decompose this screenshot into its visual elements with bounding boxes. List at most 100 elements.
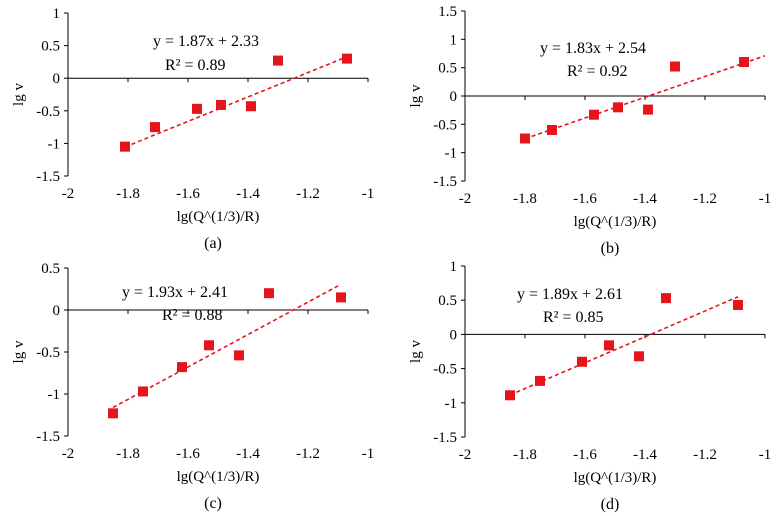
y-tick-label: -1.5 (36, 429, 60, 445)
data-point (138, 386, 148, 397)
y-tick-label: 0 (53, 71, 61, 87)
x-tick-label: -1.6 (573, 191, 597, 207)
panel-label-d: (d) (601, 496, 620, 513)
x-axis-label-d: lg(Q^(1/3)/R) (574, 470, 657, 486)
y-tick-label: -1.5 (433, 430, 457, 446)
data-point (604, 340, 614, 351)
y-tick-label: -0.5 (433, 117, 457, 133)
data-point (643, 104, 653, 115)
panel-c: -1.5 -1 -0.5 0 0.5 -2 -1.8 -1.6 -1.4 -1.2 -1 y = 1… (11, 261, 374, 512)
x-tick-label: -2 (62, 446, 75, 462)
x-tick-label: -1.2 (296, 446, 320, 462)
y-tick-label: 0 (450, 327, 458, 343)
y-tick-label: 0 (450, 89, 458, 105)
trendline-d (509, 296, 739, 396)
y-tick-label: -1 (48, 387, 61, 403)
data-point (342, 53, 352, 64)
x-tick-label: -1.8 (513, 191, 537, 207)
trendline-a (124, 56, 348, 148)
y-tick-label: 0.5 (438, 61, 457, 77)
x-tick-label: -2 (62, 186, 75, 202)
r-squared-b: R² = 0.92 (567, 63, 628, 80)
data-point (108, 408, 118, 419)
y-tick-label: 0.5 (438, 293, 457, 309)
x-tick-label: -1.2 (296, 186, 320, 202)
y-axis-label-a: lg v (11, 83, 27, 106)
x-axis-label-c: lg(Q^(1/3)/R) (177, 469, 260, 485)
x-tick-label: -1.2 (693, 447, 717, 463)
x-tick-label: -1.6 (176, 186, 200, 202)
x-tick-label: -1.6 (573, 447, 597, 463)
y-tick-label: -0.5 (433, 362, 457, 378)
x-axis-label-a: lg(Q^(1/3)/R) (177, 209, 260, 225)
data-point (535, 375, 545, 386)
panel-label-c: (c) (204, 495, 222, 512)
x-tick-label: -2 (459, 447, 472, 463)
y-tick-label: -0.5 (36, 345, 60, 361)
x-tick-label: -2 (459, 191, 472, 207)
y-axis-label-d: lg v (408, 340, 424, 363)
panel-a: -1.5 -1 -0.5 0 0.5 1 -2 -1.8 -1.6 -1.4 -1.2 -1 y = … (11, 6, 374, 252)
y-tick-label: 1 (53, 6, 61, 22)
x-axis-label-b: lg(Q^(1/3)/R) (574, 214, 657, 230)
data-point (273, 55, 283, 66)
x-tick-label: -1.4 (236, 186, 260, 202)
equation-b: y = 1.83x + 2.54 (540, 40, 646, 57)
equation-c: y = 1.93x + 2.41 (122, 284, 228, 301)
y-tick-label: -1 (48, 136, 61, 152)
data-point (661, 293, 671, 304)
data-point (234, 350, 244, 361)
data-point (336, 292, 346, 303)
data-point (739, 57, 749, 67)
x-tick-label: -1.8 (116, 446, 140, 462)
x-tick-label: -1.4 (633, 447, 657, 463)
r-squared-a: R² = 0.89 (165, 57, 226, 74)
r-squared-c: R² = 0.88 (162, 307, 223, 324)
equation-a: y = 1.87x + 2.33 (153, 33, 259, 50)
trendline-b (524, 55, 766, 140)
x-tick-label: -1.6 (176, 446, 200, 462)
y-tick-label: -0.5 (36, 104, 60, 120)
data-point (733, 299, 743, 310)
data-point (613, 102, 623, 113)
x-tick-label: -1.4 (633, 191, 657, 207)
y-tick-label: -1.5 (36, 169, 60, 185)
data-point (216, 99, 226, 110)
data-point (177, 362, 187, 373)
data-point (204, 340, 214, 351)
x-tick-label: -1 (362, 186, 375, 202)
x-tick-label: -1 (759, 447, 772, 463)
y-tick-label: 1 (450, 32, 458, 48)
r-squared-d: R² = 0.85 (543, 309, 604, 326)
y-axis-label-b: lg v (408, 84, 424, 107)
data-point (577, 356, 587, 367)
y-tick-label: -1.5 (433, 174, 457, 190)
y-tick-label: 0 (53, 303, 61, 319)
y-tick-label: 1.5 (438, 4, 457, 20)
y-tick-label: 1 (450, 259, 458, 275)
x-tick-label: -1.8 (513, 447, 537, 463)
y-tick-label: 0.5 (41, 261, 60, 277)
y-tick-label: 0.5 (41, 39, 60, 55)
equation-d: y = 1.89x + 2.61 (517, 286, 623, 303)
x-tick-label: -1 (759, 191, 772, 207)
data-point (520, 133, 530, 144)
y-tick-label: -1 (445, 146, 458, 162)
data-point (589, 109, 599, 120)
data-point (670, 61, 680, 72)
data-point (264, 288, 274, 299)
data-point (150, 122, 160, 133)
data-point (505, 390, 515, 401)
trendline-c (112, 283, 342, 409)
x-tick-label: -1.2 (693, 191, 717, 207)
panel-label-a: (a) (204, 235, 222, 252)
x-tick-label: -1 (362, 446, 375, 462)
data-point (192, 103, 202, 114)
data-point (547, 125, 557, 135)
data-point (634, 351, 644, 362)
y-tick-label: -1 (445, 396, 458, 412)
panel-d: -1.5 -1 -0.5 0 0.5 1 -2 -1.8 -1.6 -1.4 -1.2 -1 y = … (408, 259, 771, 513)
y-axis-label-c: lg v (11, 340, 27, 363)
x-tick-label: -1.4 (236, 446, 260, 462)
